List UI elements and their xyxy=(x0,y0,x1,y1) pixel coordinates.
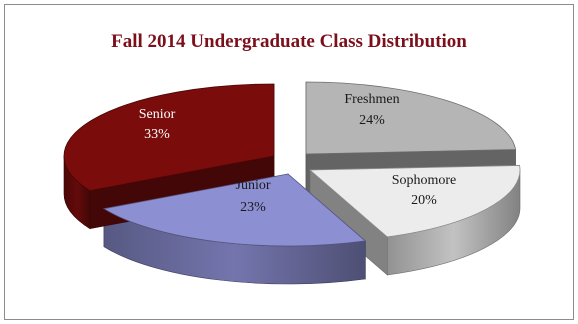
pie-slice-senior xyxy=(63,83,275,192)
slice-label-freshmen: Freshmen xyxy=(344,92,399,107)
pie-labels: Freshmen 24% Sophomore 20% Junior 23% Senior 33… xyxy=(139,92,457,215)
slice-label-senior: Senior xyxy=(139,107,176,122)
slice-label-sophomore: Sophomore xyxy=(392,173,457,188)
pie-slice-junior xyxy=(102,173,367,247)
pie-slice-sophomore xyxy=(308,165,521,238)
chart-title: Fall 2014 Undergraduate Class Distributi… xyxy=(111,31,467,52)
pie-slice-freshmen xyxy=(305,81,517,155)
slice-value-sophomore: 20% xyxy=(411,193,437,208)
slice-value-junior: 23% xyxy=(240,200,266,215)
slice-label-junior: Junior xyxy=(236,178,271,193)
slice-value-freshmen: 24% xyxy=(359,113,385,128)
pie-tops xyxy=(63,81,521,247)
slice-value-senior: 33% xyxy=(144,127,170,142)
